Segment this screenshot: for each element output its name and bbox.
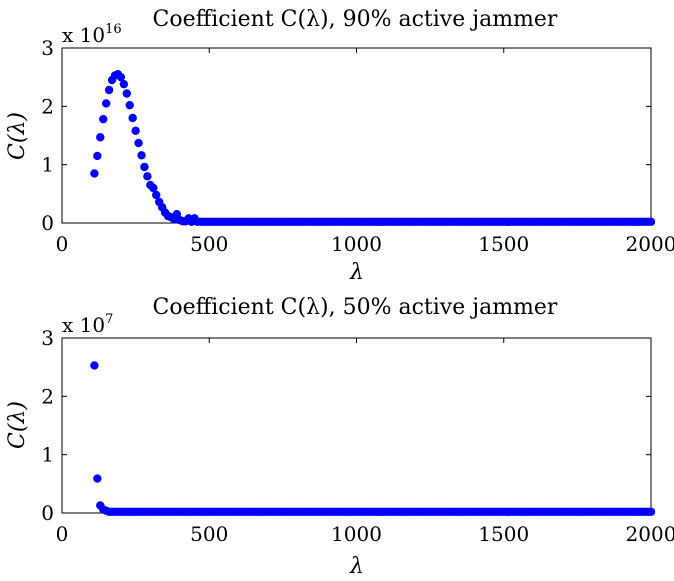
x-tick-label: 0 [56,232,69,256]
x-tick-label: 1500 [478,522,529,546]
data-point [149,183,158,193]
x-tick-label: 1000 [331,522,382,546]
x-tick-label: 1000 [331,232,382,256]
x-tick-label: 2000 [626,522,674,546]
data-point [93,151,102,161]
x-axis: 0 500 1000 1500 2000 [56,338,674,546]
data-point [646,507,656,517]
x-tick-label: 500 [190,232,228,256]
x-axis-label: λ [349,260,364,285]
y-tick-label: 2 [41,94,54,118]
data-point [99,114,108,124]
x-tick-label: 0 [56,522,69,546]
data-point [101,99,111,108]
y-tick-label: 0 [41,501,54,525]
y-axis: 0 1 2 3 [41,36,651,235]
data-point [134,138,143,148]
chart-title: Coefficient C(λ), 90% active jammer [153,7,558,32]
data-point [152,190,161,200]
y-multiplier: x 1016 [62,22,122,47]
data-point [119,79,129,89]
x-tick-label: 1500 [478,232,529,256]
plot-area [61,337,652,514]
plot-area [61,47,652,224]
y-tick-label: 2 [41,384,54,408]
data-point [96,133,105,142]
y-multiplier: x 107 [62,312,113,337]
y-tick-label: 3 [41,36,54,60]
y-axis-label: C(λ) [5,401,30,449]
chart-90-percent: Coefficient C(λ), 90% active jammer x 10… [5,7,674,285]
y-tick-label: 1 [41,443,54,467]
y-tick-label: 3 [41,326,54,350]
data-point [125,100,134,110]
data-point [90,169,99,178]
y-tick-label: 0 [41,211,54,235]
data-point [128,113,137,123]
data-point [646,217,656,227]
data-point [116,72,126,82]
data-point [143,172,152,181]
x-axis-label: λ [349,554,364,579]
x-tick-label: 500 [190,522,228,546]
y-tick-label: 1 [41,153,54,177]
data-point [131,126,140,136]
data-point [137,151,146,160]
x-axis: 0 500 1000 1500 2000 [56,48,674,256]
data-point [140,162,149,172]
x-tick-label: 2000 [626,232,674,256]
data-point [122,89,131,98]
data-point [93,474,102,483]
y-axis: 0 1 2 3 [41,326,651,525]
data-point [104,85,114,95]
data-points [90,361,656,517]
y-axis-label: C(λ) [5,112,30,160]
data-point [90,361,99,370]
chart-title: Coefficient C(λ), 50% active jammer [153,295,558,320]
chart-50-percent: Coefficient C(λ), 50% active jammer x 10… [5,295,674,579]
data-points [90,70,656,227]
